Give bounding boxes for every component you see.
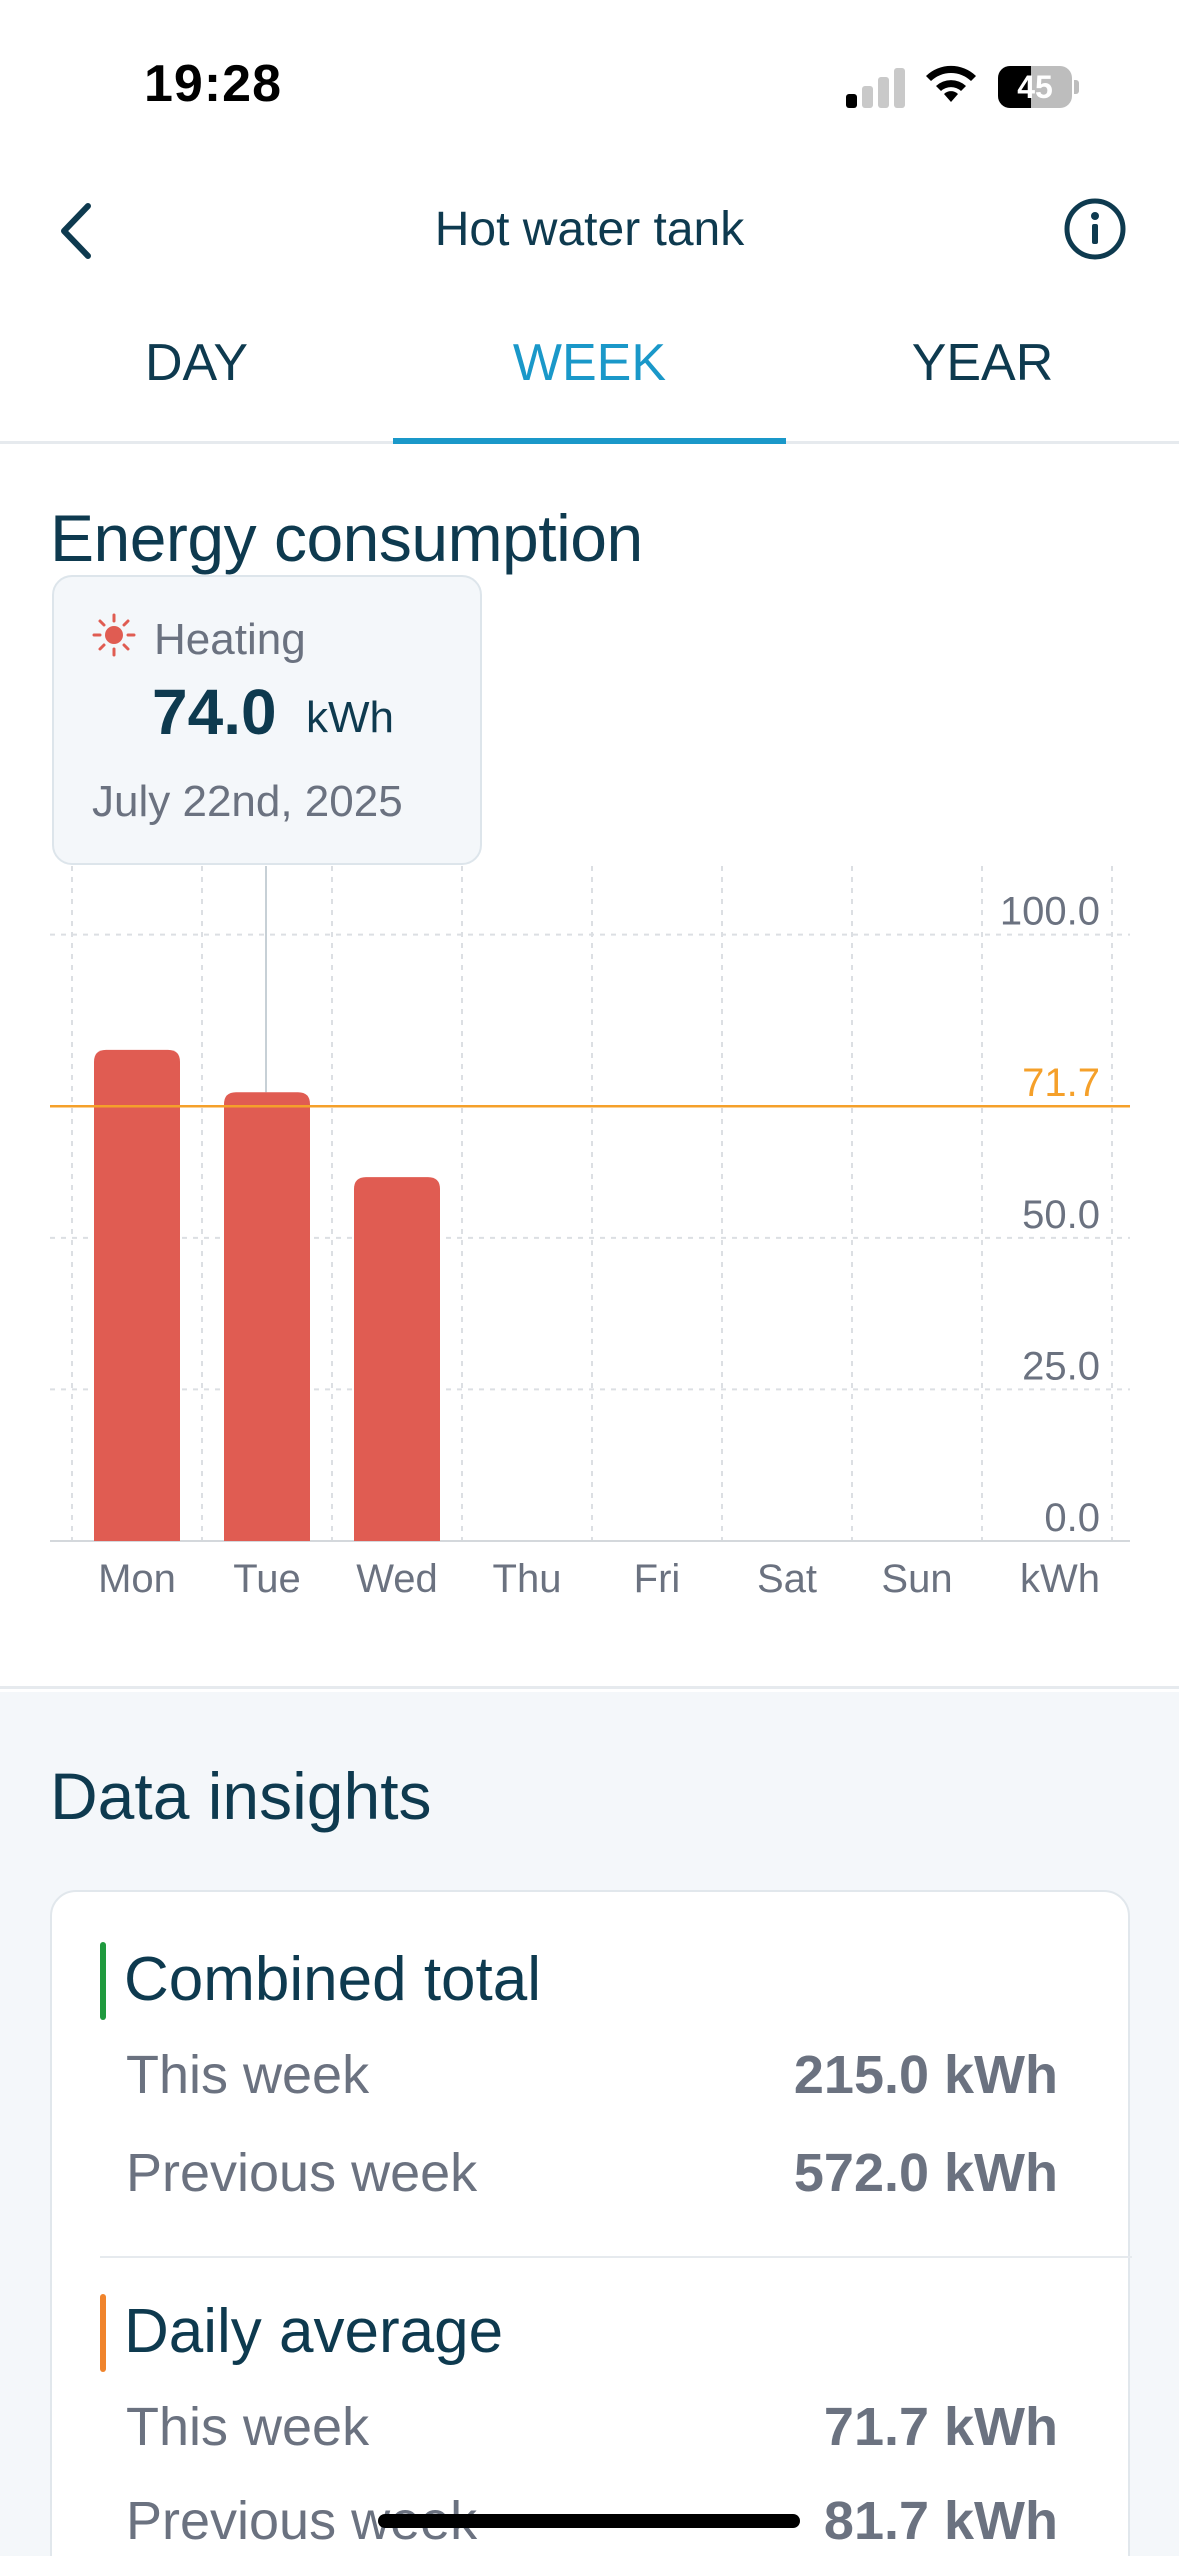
status-time: 19:28	[144, 55, 282, 113]
energy-bar-chart[interactable]: 100.0 50.0 25.0 0.0 71.7 Mon Tue Wed Thu Fri Sat Su…	[0, 444, 1179, 1689]
x-tick-label: Mon	[98, 1557, 176, 1601]
home-indicator[interactable]	[378, 2514, 800, 2528]
tooltip-series-label: Heating	[154, 615, 306, 664]
tooltip-unit: kWh	[306, 693, 394, 742]
active-tab-indicator	[393, 438, 786, 444]
daily-average-accent	[100, 2294, 106, 2372]
bar-tue	[224, 1092, 310, 1541]
average-this-week-value: 71.7 kWh	[823, 2397, 1058, 2457]
combined-total-accent	[100, 1942, 106, 2020]
page-title: Hot water tank	[434, 203, 745, 256]
x-tick-label: Wed	[356, 1557, 438, 1601]
combined-this-week-value: 215.0 kWh	[793, 2045, 1058, 2105]
wifi-icon	[926, 65, 976, 102]
y-tick-label: 0.0	[1044, 1496, 1100, 1540]
average-previous-week-value: 81.7 kWh	[823, 2491, 1058, 2551]
bar-mon	[94, 1049, 180, 1541]
y-tick-label: 25.0	[1022, 1344, 1100, 1388]
combined-total-title: Combined total	[124, 1945, 542, 2014]
tab-week[interactable]: WEEK	[512, 334, 667, 392]
combined-this-week-label: This week	[126, 2045, 370, 2105]
info-circle-icon[interactable]	[1062, 196, 1128, 262]
x-tick-label: Sun	[881, 1557, 952, 1601]
status-bar: 19:28 45	[0, 0, 1179, 170]
x-tick-label: Sat	[757, 1557, 817, 1601]
period-tabs: DAY WEEK YEAR	[0, 300, 1179, 444]
tab-day[interactable]: DAY	[144, 334, 249, 392]
bar-wed	[354, 1177, 440, 1541]
battery-percent: 45	[1017, 69, 1053, 105]
insights-title: Data insights	[50, 1759, 432, 1833]
x-tick-label: Fri	[634, 1557, 681, 1601]
x-tick-label: Tue	[233, 1557, 300, 1601]
insights-divider	[100, 2256, 1132, 2258]
combined-previous-week-value: 572.0 kWh	[793, 2143, 1058, 2203]
tab-year[interactable]: YEAR	[911, 334, 1054, 392]
battery-icon: 45	[998, 66, 1079, 108]
energy-consumption-section: Energy consumption 100.0 50.0 25.0 0.0 71.7 M…	[0, 444, 1179, 1689]
chart-tooltip: Heating 74.0 kWh July 22nd, 2025	[52, 575, 482, 865]
x-tick-label: Thu	[493, 1557, 562, 1601]
sun-icon	[92, 613, 136, 657]
chevron-left-icon[interactable]	[48, 196, 108, 266]
data-insights-section: Data insights Combined total This week 2…	[0, 1692, 1179, 2556]
section-title: Energy consumption	[50, 501, 643, 575]
tooltip-date: July 22nd, 2025	[92, 777, 403, 826]
y-tick-label: 100.0	[1000, 890, 1100, 934]
tooltip-value: 74.0	[152, 676, 277, 748]
insights-card: Combined total This week 215.0 kWh Previ…	[50, 1890, 1132, 2556]
average-line-label: 71.7	[1022, 1061, 1100, 1105]
cellular-signal-icon	[846, 66, 906, 108]
y-tick-label: 50.0	[1022, 1193, 1100, 1237]
y-unit-label: kWh	[1020, 1557, 1100, 1601]
combined-previous-week-label: Previous week	[126, 2143, 478, 2203]
daily-average-title: Daily average	[124, 2297, 504, 2366]
average-this-week-label: This week	[126, 2397, 370, 2457]
header: Hot water tank	[0, 170, 1179, 290]
